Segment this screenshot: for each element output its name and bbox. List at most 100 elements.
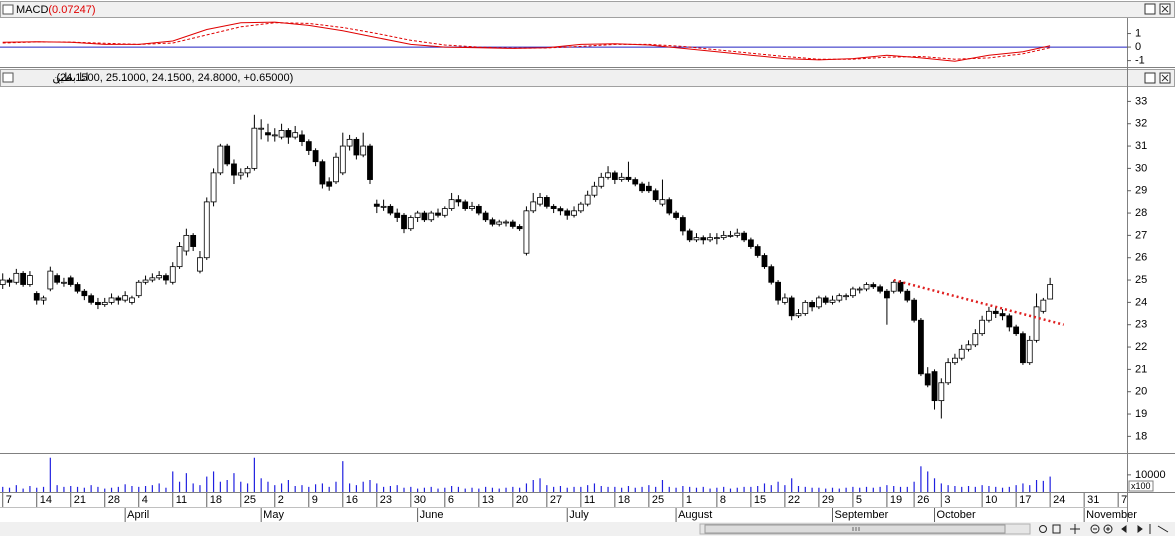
candle-body	[775, 281, 781, 301]
candle-body	[945, 362, 952, 384]
candle-body	[618, 176, 625, 180]
x-tick-label: 7	[1121, 494, 1127, 506]
x-tick-label: 24	[1053, 494, 1065, 506]
candle-body	[346, 138, 353, 147]
zoom-in-button[interactable]	[1103, 524, 1113, 534]
candle-body	[13, 272, 20, 283]
candle-body	[999, 313, 1006, 317]
month-label: April	[127, 509, 149, 521]
zoom-out-button[interactable]	[1090, 524, 1100, 534]
x-tick-label: 11	[584, 494, 595, 506]
candle-body	[135, 281, 142, 297]
candle-body	[353, 138, 360, 156]
y-tick-label: 33	[1135, 95, 1147, 107]
candle-body	[666, 199, 673, 214]
candle-body	[836, 295, 843, 301]
candle-body	[115, 297, 122, 301]
macd-value: (0.07247)	[48, 4, 95, 16]
candle-body	[577, 203, 584, 212]
restore-button[interactable]	[1144, 3, 1156, 15]
x-tick-label: 5	[856, 494, 862, 506]
x-tick-label: 9	[312, 494, 318, 506]
candle-body	[210, 172, 217, 203]
restore-button[interactable]	[1144, 72, 1156, 84]
candle-body	[203, 201, 210, 259]
candle-body	[979, 319, 986, 335]
candle-body	[312, 150, 319, 163]
x-tick-label: 17	[1019, 494, 1031, 506]
candle-body	[414, 212, 421, 218]
candle-body	[224, 145, 231, 165]
candle-body	[496, 221, 503, 225]
candle-body	[611, 172, 618, 180]
x-tick-label: 30	[414, 494, 426, 506]
resize-icon[interactable]	[1149, 524, 1169, 534]
unit-label: x100	[1131, 481, 1151, 491]
candle-body	[741, 232, 747, 241]
y-tick-label: 0	[1135, 41, 1141, 53]
candle-body	[1026, 339, 1033, 364]
month-label: May	[263, 509, 284, 521]
candle-body	[1013, 326, 1020, 335]
refresh-button[interactable]	[1039, 525, 1047, 533]
candle-body	[856, 288, 863, 291]
candle-body	[986, 310, 992, 321]
x-tick-label: 16	[346, 494, 358, 506]
candle-body	[829, 299, 836, 303]
pan-button[interactable]	[1070, 524, 1080, 534]
candle-body	[884, 290, 890, 299]
candle-body	[285, 130, 292, 138]
month-label: October	[937, 509, 976, 521]
candle-body	[863, 284, 870, 290]
candle-body	[169, 266, 176, 283]
x-tick-label: 3	[944, 494, 950, 506]
candle-body	[299, 134, 305, 142]
ohlc-readout: (24.1500, 25.1000, 24.1500, 24.8000, +0.…	[56, 72, 293, 84]
y-tick-label: 28	[1135, 207, 1147, 219]
candle-body	[815, 297, 822, 308]
candle-body	[843, 295, 850, 298]
y-tick-label: 20	[1135, 386, 1147, 398]
candle-body	[972, 333, 979, 346]
candle-body	[0, 279, 6, 285]
x-tick-label: 2	[278, 494, 284, 506]
candle-body	[550, 205, 557, 209]
close-icon	[1161, 5, 1169, 13]
scroll-arrows[interactable]	[1121, 525, 1143, 533]
candle-body	[822, 297, 829, 303]
candle-body	[81, 290, 88, 297]
candle-body	[67, 277, 74, 285]
candle-body	[244, 167, 251, 174]
candle-body	[278, 130, 285, 138]
candle-body	[333, 156, 339, 183]
y-tick-label: 18	[1135, 430, 1147, 442]
candle-body	[870, 284, 877, 288]
close-icon	[1161, 74, 1169, 82]
candle-body	[720, 234, 727, 239]
daily-button[interactable]	[1052, 524, 1061, 534]
x-tick-label: 10	[985, 494, 997, 506]
candle-body	[47, 270, 54, 290]
candle-body	[931, 371, 938, 402]
candle-body	[237, 172, 244, 176]
candle-body	[911, 299, 918, 321]
candle-body	[788, 297, 795, 317]
window-buttons[interactable]	[1144, 3, 1171, 84]
y-tick-label: 19	[1135, 408, 1147, 420]
x-tick-label: 31	[1087, 494, 1099, 506]
unit-box	[1128, 480, 1154, 492]
x-tick-label: 4	[142, 494, 148, 506]
candle-body	[537, 197, 543, 205]
candle-body	[924, 373, 931, 386]
candle-body	[462, 201, 469, 209]
y-tick-label: 21	[1135, 363, 1147, 375]
macd-line	[2, 22, 1051, 60]
month-label: June	[420, 509, 444, 521]
scrollbar-thumb[interactable]	[704, 524, 1006, 534]
candle-body	[958, 348, 965, 359]
x-tick-label: 28	[108, 494, 120, 506]
panel-icon	[2, 72, 14, 83]
zoom-icons	[1093, 527, 1110, 531]
x-tick-label: 18	[210, 494, 222, 506]
